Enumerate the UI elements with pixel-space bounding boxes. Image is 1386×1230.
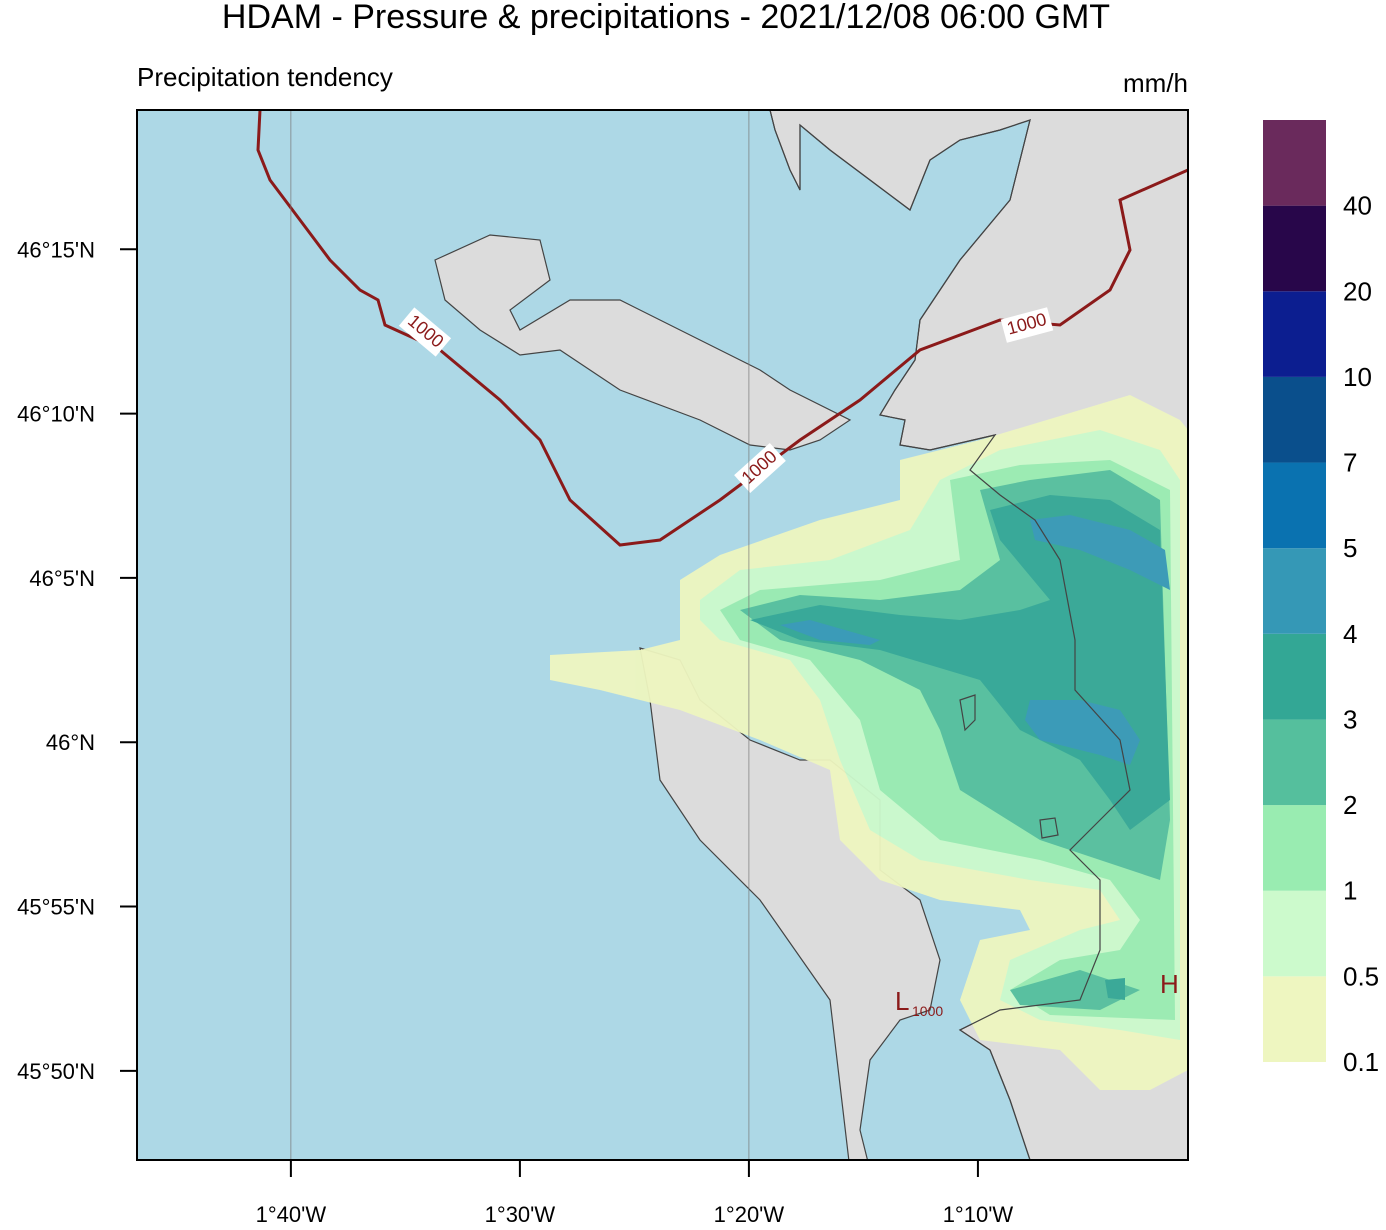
ile-d-oleron [639, 647, 941, 1160]
subtitle: Precipitation tendency [137, 62, 393, 92]
colorbar-band [1263, 976, 1326, 1062]
colorbar-label: 2 [1343, 790, 1357, 820]
map-area: 1000 1000 1000 L 1000 H [137, 110, 1188, 1160]
y-tick-label: 46°N [46, 730, 95, 755]
colorbar-label: 10 [1343, 362, 1372, 392]
colorbar-label: 0.1 [1343, 1047, 1379, 1077]
grid [290, 110, 750, 1160]
colorbar-band [1263, 633, 1326, 720]
y-tick-label: 46°10'N [17, 402, 95, 427]
colorbar-band [1263, 548, 1326, 634]
unit: mm/h [1123, 68, 1188, 98]
map-frame [136, 109, 1189, 1161]
colorbar-band [1263, 890, 1326, 977]
y-tick-label: 45°50'N [17, 1059, 95, 1084]
colorbar-label: 5 [1343, 533, 1357, 563]
colorbar: 0.1 0.5 1 2 3 4 5 7 10 20 40 [1263, 120, 1379, 1077]
precip-band [1105, 978, 1125, 1000]
colorbar-band [1263, 719, 1326, 806]
colorbar-label: 0.5 [1343, 961, 1379, 991]
y-tick-label: 46°5'N [29, 566, 95, 591]
isobar [256, 110, 1188, 547]
colorbar-label: 1 [1343, 876, 1357, 906]
y-tick-label: 45°55'N [17, 895, 95, 920]
colorbar-label: 20 [1343, 276, 1372, 306]
colorbar-band [1263, 462, 1326, 549]
coastlines [769, 110, 1131, 1160]
title: HDAM - Pressure & precipitations - 2021/… [222, 0, 1110, 36]
colorbar-label: 7 [1343, 448, 1357, 478]
colorbar-band [1263, 805, 1326, 891]
colorbar-band [1263, 120, 1326, 206]
precip-band [1030, 515, 1170, 590]
low-label: L [895, 986, 909, 1016]
y-tick-label: 46°15'N [17, 237, 95, 262]
x-tick-label: 1°30'W [485, 1202, 556, 1225]
colorbar-label: 4 [1343, 619, 1357, 649]
precip-band [1025, 700, 1140, 765]
colorbar-band [1263, 205, 1326, 292]
low-value: 1000 [912, 1003, 943, 1019]
x-tick-label: 1°10'W [943, 1202, 1014, 1225]
ile-de-re [434, 234, 852, 451]
x-tick-label: 1°40'W [256, 1202, 327, 1225]
axes: 1°40'W 1°30'W 1°20'W 1°10'W 46°15'N 46°10'N 46… [17, 237, 1014, 1227]
high-label: H [1160, 969, 1179, 999]
x-tick-label: 1°20'W [714, 1202, 785, 1225]
precip-band [780, 620, 880, 645]
colorbar-label: 40 [1343, 191, 1372, 221]
colorbar-band [1263, 376, 1326, 463]
colorbar-label: 3 [1343, 704, 1357, 734]
colorbar-band [1263, 291, 1326, 377]
